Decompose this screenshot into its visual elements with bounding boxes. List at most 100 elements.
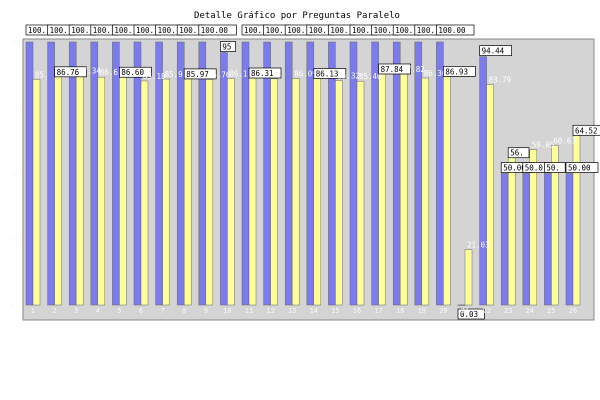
value-label-s2-3: 87.34 (78, 66, 101, 75)
bar-s1-7 (155, 41, 163, 306)
x-tick-label: 13 (288, 307, 296, 315)
x-tick-label: 14 (310, 307, 318, 315)
value-label-s2-8: 85.97 (186, 70, 209, 79)
value-label-s1-13: 100. (287, 26, 305, 35)
value-label-s1-25: 50. (546, 164, 560, 173)
value-label-s1-21: 0.03 (460, 310, 478, 319)
bar-s2-3 (75, 75, 84, 306)
bar-s2-19 (421, 77, 430, 306)
bar-s2-4 (97, 76, 106, 306)
x-tick-label: 15 (331, 307, 339, 315)
x-tick-label: 23 (504, 307, 512, 315)
bar-s1-13 (284, 41, 293, 306)
value-label-box-s1-21 (457, 308, 485, 320)
bar-s1-17 (371, 41, 379, 306)
x-tick-label: 4 (96, 307, 100, 315)
value-label-s2-5: 86.60 (121, 68, 144, 77)
bar-s2-7 (162, 78, 170, 306)
x-tick-label: 24 (526, 307, 534, 315)
x-tick-label: 2 (52, 307, 56, 315)
bar-s1-24 (522, 173, 531, 306)
x-tick-label: 22 (482, 307, 490, 315)
bar-s1-19 (414, 41, 423, 306)
bar-s2-17 (378, 73, 386, 306)
value-label-box-s1-20 (436, 24, 475, 36)
value-label-s2-22: 83.79 (489, 76, 512, 85)
value-label-s1-22: 94.44 (482, 47, 505, 56)
value-label-s1-15: 100. (330, 26, 348, 35)
bar-s2-21 (464, 249, 473, 306)
value-label-s1-4: 100. (93, 26, 111, 35)
value-label-box-s2-5 (119, 66, 152, 78)
bar-s2-20 (443, 76, 451, 306)
value-label-s1-8: 100. (179, 26, 197, 35)
x-tick-label: 12 (266, 307, 274, 315)
value-label-s1-3: 100. (71, 26, 89, 35)
bar-s2-14 (313, 78, 322, 306)
value-label-box-s2-20 (443, 66, 476, 77)
bar-s1-16 (349, 41, 358, 306)
bar-s1-12 (263, 41, 271, 306)
value-label-box-s2-11 (248, 67, 282, 79)
bar-s1-11 (241, 41, 250, 306)
value-label-s2-19: 86.30 (424, 69, 447, 78)
x-tick-label: 8 (182, 307, 186, 315)
bar-s1-26 (565, 173, 574, 306)
bar-s2-11 (248, 77, 257, 306)
x-tick-label: 21 (461, 307, 469, 315)
value-label-s1-18: 100. (395, 26, 413, 35)
value-label-s1-9: 100.00 (201, 26, 229, 35)
x-tick-label: 10 (223, 307, 231, 315)
bar-s2-8 (183, 78, 192, 306)
value-label-s2-17: 87.84 (381, 65, 404, 74)
y-tick-label: 75 (10, 105, 18, 113)
value-label-s2-10: 86.1 (229, 70, 247, 79)
bar-s1-9 (198, 41, 207, 306)
bar-s2-25 (551, 145, 559, 306)
bar-s1-14 (306, 41, 315, 306)
bar-s2-12 (270, 78, 278, 306)
bar-s2-13 (291, 78, 300, 306)
y-tick-label: 25 (10, 236, 18, 244)
value-label-box-s2-26 (572, 124, 600, 136)
bar-s2-10 (227, 78, 235, 306)
value-label-box-s1-22 (479, 45, 512, 56)
value-label-s2-25: 60.63 (553, 137, 576, 146)
value-label-s2-24: 59.05 (532, 141, 555, 150)
value-label-s2-14: 86.13 (316, 69, 339, 78)
bar-s2-5 (119, 76, 127, 306)
x-tick-label: 1 (31, 307, 35, 315)
x-tick-label: 9 (204, 307, 208, 315)
bar-s1-22 (479, 56, 487, 306)
value-label-s2-1: 85. (35, 70, 49, 79)
bar-s2-26 (572, 135, 581, 306)
value-label-s2-4: 86.6 (100, 68, 119, 77)
bar-s1-21 (457, 304, 466, 306)
bar-s1-15 (328, 41, 336, 306)
value-label-s2-9: 85.76 (208, 70, 231, 79)
bar-s2-24 (529, 149, 538, 306)
value-label-s2-18: 87.82 (402, 65, 425, 74)
bar-s2-15 (335, 80, 343, 306)
value-label-s2-13: 86.09 (294, 70, 317, 79)
value-label-s1-6: 100. (136, 26, 154, 35)
bar-s1-6 (133, 41, 142, 306)
value-label-s1-5: 100. (114, 26, 132, 35)
bar-s2-9 (205, 79, 214, 306)
bar-s2-16 (356, 80, 365, 306)
value-label-box-s2-2 (54, 66, 87, 78)
value-label-box-s1-26 (565, 162, 599, 173)
x-tick-label: 7 (160, 307, 164, 315)
value-label-s1-7: 100. (158, 26, 176, 35)
bar-s1-8 (176, 41, 185, 306)
value-label-box-s1-25 (544, 162, 566, 173)
value-label-s2-11: 86.31 (251, 69, 274, 78)
x-tick-label: 17 (374, 307, 382, 315)
x-tick-label: 16 (353, 307, 361, 315)
bar-s1-2 (47, 41, 55, 306)
y-tick-label: 0 (10, 302, 14, 310)
x-tick-label: 19 (418, 307, 426, 315)
value-label-s2-21: 21.03 (467, 241, 490, 250)
bar-s2-6 (140, 80, 149, 306)
